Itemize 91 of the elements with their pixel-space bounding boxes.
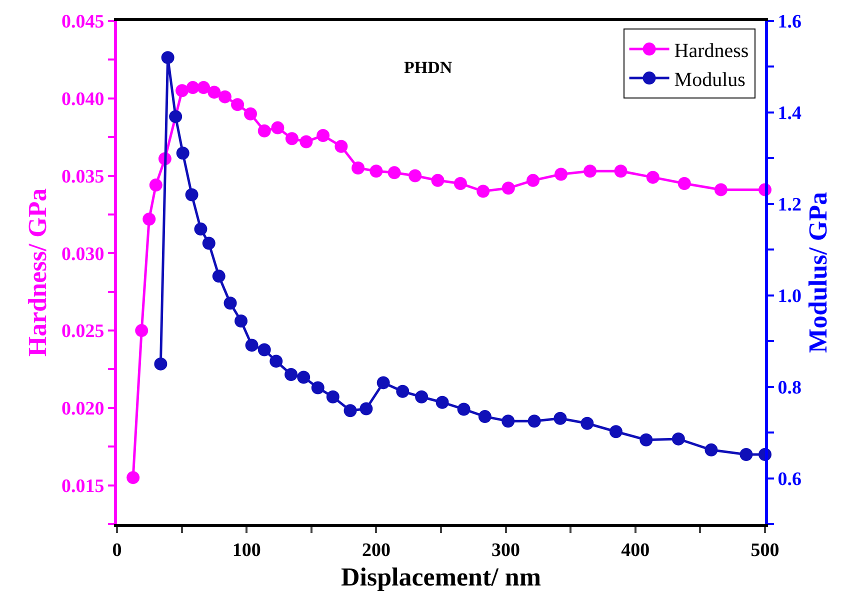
point bbox=[135, 324, 148, 338]
y2-tick-label: 0.8 bbox=[778, 377, 802, 398]
point bbox=[396, 384, 410, 398]
y2-tick-label: 1.0 bbox=[778, 286, 802, 308]
point bbox=[185, 188, 198, 202]
point bbox=[300, 135, 313, 148]
point bbox=[176, 146, 190, 160]
point bbox=[502, 182, 515, 195]
y2-tick-label: 1.2 bbox=[778, 194, 802, 216]
x-tick-label: 400 bbox=[621, 540, 650, 561]
point bbox=[370, 164, 383, 178]
y-tick-label: 0.025 bbox=[61, 321, 104, 342]
x-tick-label: 300 bbox=[492, 540, 520, 561]
point bbox=[554, 168, 568, 181]
legend-label: Hardness bbox=[674, 40, 749, 62]
point bbox=[408, 169, 422, 182]
point bbox=[388, 166, 401, 180]
point bbox=[476, 184, 490, 198]
point bbox=[415, 390, 428, 404]
point bbox=[244, 107, 257, 120]
y-tick-label: 0.035 bbox=[61, 166, 104, 188]
x-tick-label: 100 bbox=[232, 540, 261, 561]
y-tick-label: 0.045 bbox=[61, 12, 104, 33]
point bbox=[528, 414, 541, 428]
y2-tick-label: 0.6 bbox=[778, 468, 802, 490]
point bbox=[258, 343, 271, 356]
point bbox=[311, 381, 324, 394]
point bbox=[376, 376, 390, 390]
point bbox=[245, 338, 258, 352]
y2-tick-label: 1.4 bbox=[778, 103, 802, 124]
x-tick-label: 0 bbox=[112, 540, 122, 561]
point bbox=[161, 51, 174, 64]
point bbox=[218, 90, 232, 104]
point bbox=[231, 98, 244, 112]
y-tick-label: 0.020 bbox=[61, 398, 104, 420]
point bbox=[285, 132, 298, 146]
point bbox=[554, 412, 567, 425]
y2-tick-label: 1.6 bbox=[778, 12, 802, 33]
annotation: PHDN bbox=[404, 58, 453, 77]
point bbox=[271, 121, 284, 134]
x-tick-label: 200 bbox=[362, 540, 390, 561]
point bbox=[584, 164, 597, 178]
point bbox=[194, 222, 208, 236]
point bbox=[352, 162, 365, 175]
point bbox=[197, 81, 210, 94]
point bbox=[478, 410, 492, 424]
point bbox=[646, 170, 660, 184]
point bbox=[502, 414, 515, 428]
x-tick-label: 500 bbox=[750, 540, 780, 561]
point bbox=[316, 129, 330, 142]
point bbox=[126, 471, 140, 484]
point bbox=[326, 390, 340, 404]
point bbox=[186, 81, 200, 94]
point bbox=[224, 296, 237, 310]
point bbox=[270, 354, 283, 368]
point bbox=[142, 212, 156, 226]
point bbox=[640, 433, 653, 446]
point bbox=[457, 402, 470, 416]
legend-label: Modulus bbox=[674, 68, 746, 91]
x-axis-title: Displacement/ nm bbox=[340, 562, 542, 592]
point bbox=[672, 432, 685, 446]
point bbox=[704, 443, 718, 456]
y-tick-label: 0.015 bbox=[61, 476, 104, 497]
point bbox=[169, 110, 182, 124]
point bbox=[284, 368, 298, 381]
y-axis-title: Hardness/ GPa bbox=[22, 188, 52, 357]
y-tick-label: 0.040 bbox=[61, 89, 104, 110]
point bbox=[334, 140, 348, 153]
point bbox=[234, 314, 248, 328]
point bbox=[740, 448, 753, 461]
point bbox=[714, 183, 728, 196]
point bbox=[176, 84, 189, 98]
point bbox=[208, 86, 221, 99]
point bbox=[431, 174, 444, 187]
point bbox=[678, 177, 691, 190]
point bbox=[526, 174, 540, 187]
point bbox=[297, 370, 310, 384]
point bbox=[580, 416, 594, 430]
point bbox=[149, 178, 162, 192]
point bbox=[454, 177, 467, 190]
point bbox=[609, 425, 622, 438]
point bbox=[154, 357, 168, 370]
point bbox=[436, 396, 449, 409]
point bbox=[202, 236, 216, 250]
point bbox=[212, 270, 226, 283]
y-tick-label: 0.030 bbox=[61, 244, 104, 265]
point bbox=[614, 164, 628, 178]
point bbox=[360, 402, 373, 416]
point bbox=[258, 124, 271, 138]
point bbox=[344, 404, 357, 418]
y2-axis-title: Modulus/ GPa bbox=[804, 192, 833, 354]
